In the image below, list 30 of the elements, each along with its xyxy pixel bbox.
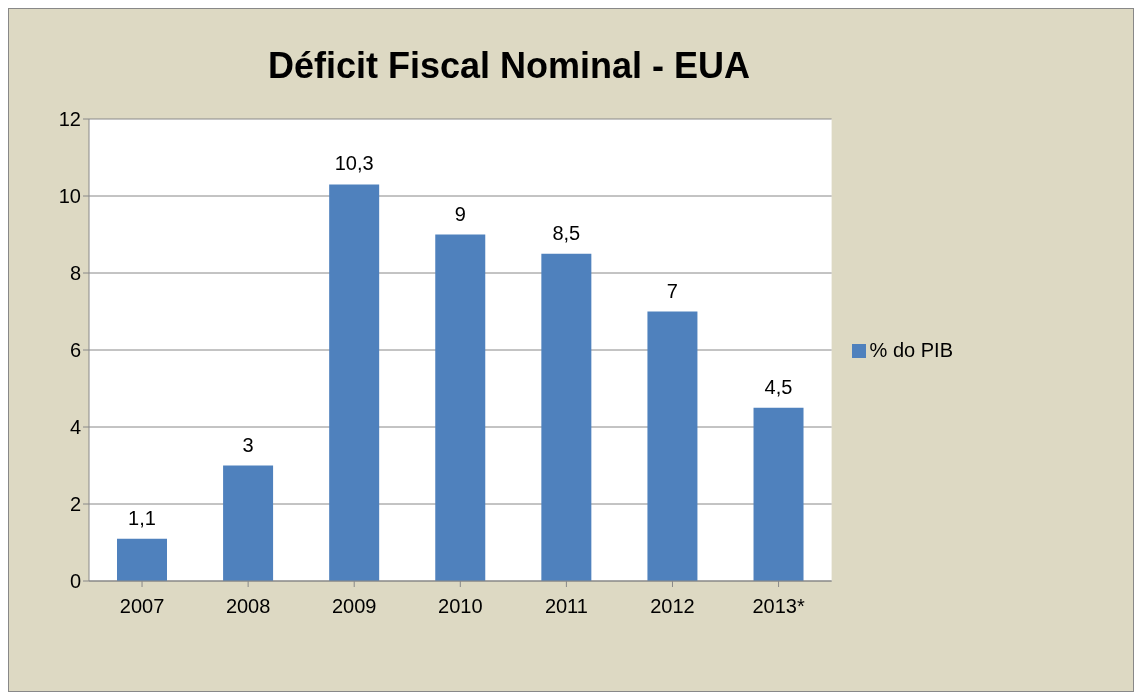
bar bbox=[435, 234, 486, 581]
x-tick-label: 2007 bbox=[119, 595, 165, 618]
data-label: 9 bbox=[454, 202, 466, 225]
x-tick-label: 2010 bbox=[438, 595, 483, 618]
y-tick-label: 4 bbox=[69, 416, 81, 439]
data-label: 10,3 bbox=[334, 152, 374, 175]
chart-title: Déficit Fiscal Nominal - EUA bbox=[266, 45, 752, 87]
data-label: 1,1 bbox=[128, 506, 156, 529]
y-tick-label: 6 bbox=[69, 339, 81, 362]
x-tick-label: 2011 bbox=[544, 595, 588, 618]
data-label: 4,5 bbox=[764, 375, 793, 398]
x-tick-label: 2009 bbox=[331, 595, 377, 618]
legend-label: % do PIB bbox=[869, 338, 953, 361]
data-label: 3 bbox=[242, 433, 254, 456]
x-tick-label: 2008 bbox=[225, 595, 271, 618]
x-tick-label: 2013* bbox=[752, 595, 805, 618]
bar bbox=[117, 538, 167, 581]
bar bbox=[541, 253, 592, 581]
x-tick-label: 2012 bbox=[650, 595, 695, 618]
y-tick-label: 12 bbox=[58, 108, 81, 131]
bar bbox=[223, 465, 274, 581]
data-label: 8,5 bbox=[552, 221, 581, 244]
y-tick-label: 10 bbox=[58, 185, 81, 208]
y-tick-label: 0 bbox=[69, 570, 81, 593]
bar bbox=[329, 184, 380, 581]
y-tick-label: 8 bbox=[69, 262, 81, 285]
bar bbox=[647, 311, 698, 581]
bar bbox=[753, 407, 804, 581]
data-label: 7 bbox=[666, 279, 678, 302]
y-tick-label: 2 bbox=[69, 493, 81, 516]
